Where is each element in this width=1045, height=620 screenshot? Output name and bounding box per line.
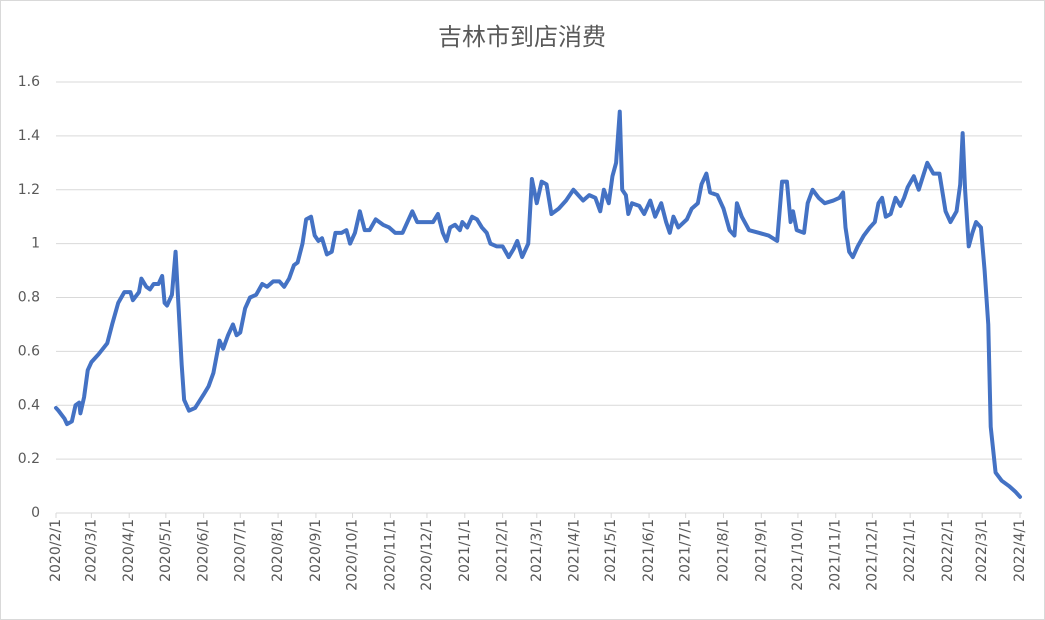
x-tick-label: 2020/4/1 [121, 519, 137, 582]
x-tick-label: 2020/7/1 [232, 519, 248, 582]
x-tick-label: 2021/11/1 [828, 519, 844, 591]
x-tick-label: 2020/11/1 [382, 519, 398, 591]
y-tick-label: 1.6 [18, 74, 40, 90]
x-tick-label: 2022/1/1 [902, 519, 918, 582]
y-tick-label: 0.8 [18, 290, 40, 306]
x-tick-label: 2021/3/1 [529, 519, 545, 582]
x-tick-label: 2020/12/1 [419, 519, 435, 591]
x-tick-label: 2020/3/1 [83, 519, 99, 582]
x-tick-label: 2020/2/1 [48, 519, 64, 582]
x-tick-label: 2021/2/1 [495, 519, 511, 582]
x-tick-label: 2020/5/1 [158, 519, 174, 582]
x-tick-label: 2022/2/1 [940, 519, 956, 582]
x-tick-label: 2021/4/1 [567, 519, 583, 582]
x-tick-label: 2020/8/1 [270, 519, 286, 582]
x-tick-label: 2021/7/1 [678, 519, 694, 582]
y-tick-label: 1.4 [18, 128, 40, 144]
y-tick-label: 0 [31, 505, 40, 521]
x-tick-label: 2021/10/1 [790, 519, 806, 591]
x-tick-label: 2020/6/1 [196, 519, 212, 582]
x-tick-label: 2020/9/1 [308, 519, 324, 582]
y-tick-label: 0.4 [18, 397, 40, 413]
x-tick-label: 2021/1/1 [457, 519, 473, 582]
x-tick-label: 2021/12/1 [864, 519, 880, 591]
x-tick-label: 2022/4/1 [1012, 519, 1028, 582]
y-tick-label: 0.2 [18, 451, 40, 467]
chart-title: 吉林市到店消费 [438, 23, 606, 51]
y-tick-label: 0.6 [18, 343, 40, 359]
x-tick-label: 2022/3/1 [974, 519, 990, 582]
data-line [54, 109, 1022, 499]
y-tick-label: 1.2 [18, 182, 40, 198]
x-tick-label: 2021/6/1 [641, 519, 657, 582]
x-tick-label: 2021/9/1 [753, 519, 769, 582]
x-tick-label: 2021/8/1 [715, 519, 731, 582]
x-tick-label: 2021/5/1 [603, 519, 619, 582]
x-tick-label: 2020/10/1 [345, 519, 361, 591]
y-tick-label: 1 [31, 236, 40, 252]
